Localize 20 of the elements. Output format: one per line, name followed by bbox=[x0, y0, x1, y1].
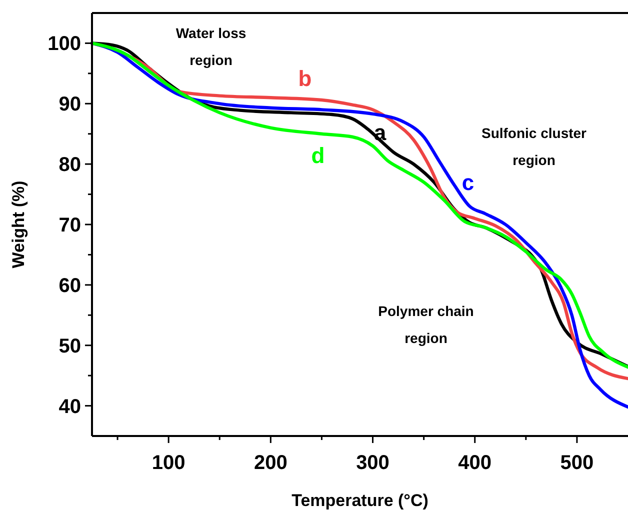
series-label: b bbox=[298, 66, 312, 91]
annotation: Sulfonic cluster region bbox=[481, 125, 588, 168]
y-tick-label: 40 bbox=[58, 396, 81, 418]
x-tick-label: 100 bbox=[152, 452, 186, 474]
annotation: Polymer chain region bbox=[378, 303, 474, 346]
y-tick-label: 70 bbox=[58, 214, 81, 236]
x-axis-title: Temperature (°C) bbox=[292, 491, 428, 510]
series-label: d bbox=[311, 143, 325, 168]
x-tick-label: 500 bbox=[560, 452, 594, 474]
y-tick-label: 60 bbox=[58, 274, 81, 297]
x-tick-label: 400 bbox=[458, 452, 492, 474]
y-tick-label: 90 bbox=[58, 94, 81, 116]
x-tick-label: 300 bbox=[356, 452, 390, 474]
x-tick-label: 200 bbox=[254, 452, 288, 474]
y-tick-label: 100 bbox=[48, 33, 81, 56]
annotation: Water loss region bbox=[176, 25, 246, 68]
series-label: c bbox=[462, 170, 474, 195]
y-axis-title: Weight (%) bbox=[9, 180, 28, 268]
y-tick-label: 80 bbox=[58, 154, 81, 176]
y-tick-label: 50 bbox=[58, 335, 81, 358]
